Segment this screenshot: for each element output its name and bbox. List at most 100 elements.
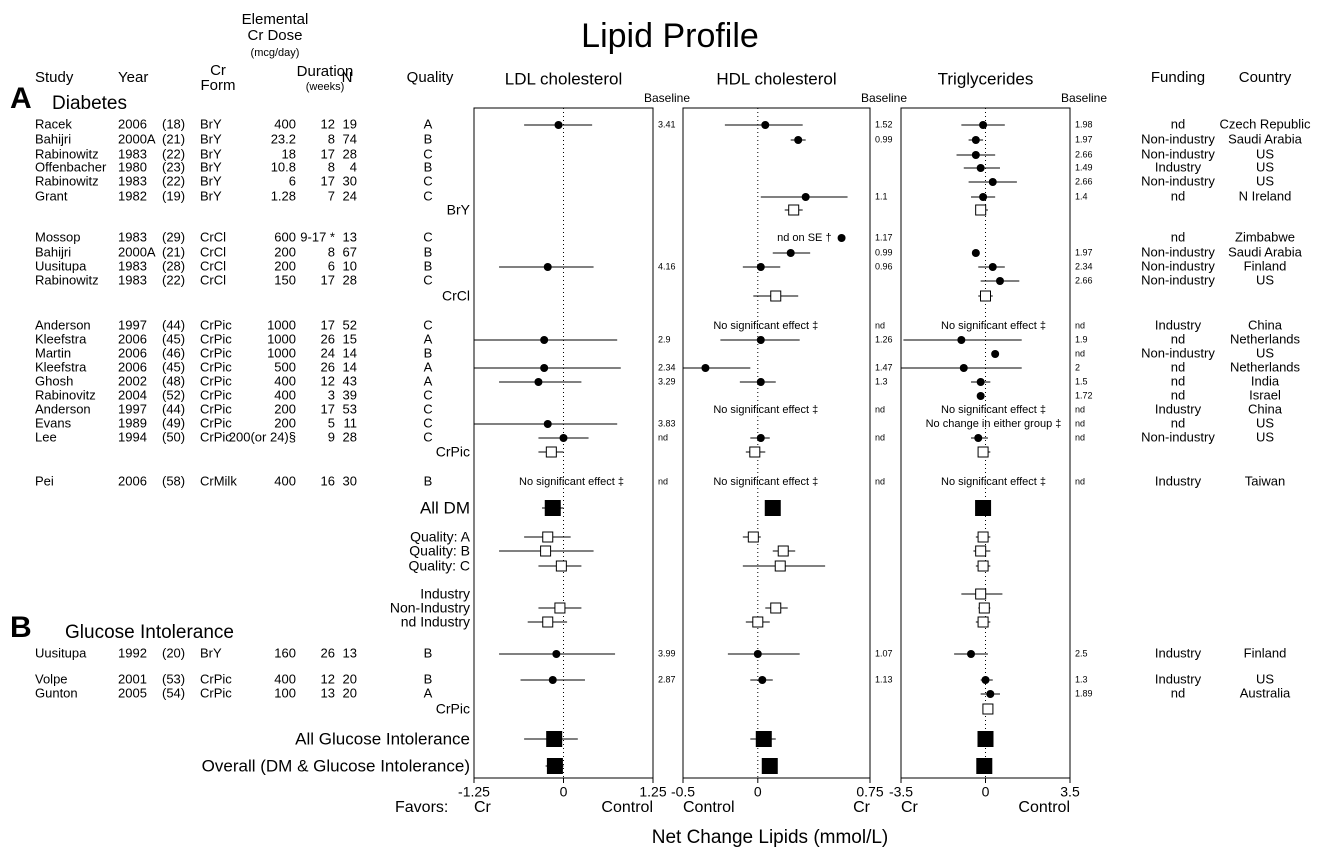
point-estimate <box>552 650 561 658</box>
country: China <box>1248 317 1283 332</box>
table-cell: Kleefstra <box>35 331 87 346</box>
table-cell: (21) <box>162 244 185 259</box>
funding: Non-industry <box>1141 429 1215 444</box>
table-cell: CrPic <box>200 387 232 402</box>
country: Saudi Arabia <box>1228 244 1302 259</box>
favors-left: Control <box>683 799 735 816</box>
country: N Ireland <box>1239 188 1292 203</box>
point-estimate <box>756 434 765 442</box>
header-funding: Funding <box>1151 69 1205 86</box>
summary-estimate <box>977 446 989 458</box>
country: Australia <box>1240 685 1291 700</box>
table-cell: Gunton <box>35 685 78 700</box>
table-cell: 1983 <box>118 258 147 273</box>
table-cell: 160 <box>274 645 296 660</box>
table-cell: C <box>423 387 432 402</box>
table-cell: 13 <box>321 685 335 700</box>
baseline-value: nd <box>658 476 668 486</box>
point-estimate <box>959 364 968 372</box>
table-cell: Anderson <box>35 401 91 416</box>
summary-estimate <box>976 758 993 774</box>
summary-estimate <box>777 545 789 557</box>
table-cell: 10 <box>343 258 357 273</box>
table-cell: CrPic <box>200 415 232 430</box>
point-estimate <box>971 151 980 159</box>
table-cell: B <box>424 258 433 273</box>
table-cell: Volpe <box>35 671 68 686</box>
table-cell: 20 <box>343 685 357 700</box>
baseline-header: Baseline <box>1061 91 1107 105</box>
table-cell: BrY <box>200 645 222 660</box>
baseline-value: 3.83 <box>658 418 676 428</box>
table-cell: 500 <box>274 359 296 374</box>
point-estimate <box>543 420 552 428</box>
table-cell: B <box>424 473 433 488</box>
table-cell: 12 <box>321 373 335 388</box>
table-cell: 14 <box>343 345 357 360</box>
baseline-value: 2.5 <box>1075 648 1088 658</box>
baseline-value: 1.89 <box>1075 688 1093 698</box>
baseline-value: nd <box>1075 320 1085 330</box>
baseline-value: 1.97 <box>1075 134 1093 144</box>
country: Taiwan <box>1245 473 1285 488</box>
table-cell: 1.28 <box>271 188 296 203</box>
point-estimate <box>701 364 710 372</box>
section-letter: A <box>10 82 32 115</box>
effect-note: No significant effect ‡ <box>713 476 818 488</box>
point-estimate <box>559 434 568 442</box>
table-cell: Rabinowitz <box>35 146 99 161</box>
table-cell: 67 <box>343 244 357 259</box>
summary-estimate <box>770 290 782 302</box>
header-duration: Duration <box>297 63 354 80</box>
table-cell: CrPic <box>200 671 232 686</box>
table-cell: Bahijri <box>35 244 71 259</box>
subgroup-label: Non-Industry <box>390 600 470 616</box>
table-cell: 1982 <box>118 188 147 203</box>
table-cell: Martin <box>35 345 71 360</box>
country: US <box>1256 671 1274 686</box>
baseline-value: 1.1 <box>875 191 888 201</box>
table-cell: (18) <box>162 116 185 131</box>
country: Netherlands <box>1230 359 1301 374</box>
summary-estimate <box>749 446 761 458</box>
summary-estimate <box>977 731 994 747</box>
summary-estimate <box>747 531 759 543</box>
baseline-value: nd <box>658 432 668 442</box>
point-estimate <box>543 263 552 271</box>
point-estimate <box>971 249 980 257</box>
table-cell: 3 <box>328 387 335 402</box>
baseline-value: 1.5 <box>1075 376 1088 386</box>
table-cell: Uusitupa <box>35 645 87 660</box>
summary-estimate <box>554 602 566 614</box>
table-cell: 53 <box>343 401 357 416</box>
table-cell: 2005 <box>118 685 147 700</box>
table-cell: Rabinowitz <box>35 272 99 287</box>
table-cell: BrY <box>200 116 222 131</box>
point-estimate <box>756 336 765 344</box>
funding: Non-industry <box>1141 345 1215 360</box>
table-cell: 15 <box>343 331 357 346</box>
country: Finland <box>1244 645 1287 660</box>
header-study: Study <box>35 69 74 86</box>
summary-estimate <box>755 731 772 747</box>
table-cell: 30 <box>343 173 357 188</box>
table-cell: Bahijri <box>35 131 71 146</box>
table-cell: C <box>423 272 432 287</box>
favors-label: Favors: <box>395 799 448 816</box>
subgroup-label: BrY <box>447 202 471 218</box>
point-estimate <box>794 136 803 144</box>
table-cell: 400 <box>274 671 296 686</box>
baseline-value: 1.97 <box>1075 247 1093 257</box>
table-cell: CrPic <box>200 429 232 444</box>
country: China <box>1248 401 1283 416</box>
baseline-value: 2.66 <box>1075 275 1093 285</box>
baseline-value: 3.99 <box>658 648 676 658</box>
baseline-value: 1.47 <box>875 362 893 372</box>
baseline-value: 1.49 <box>1075 162 1093 172</box>
x-tick-label: -1.25 <box>458 784 490 800</box>
funding: nd <box>1171 415 1185 430</box>
summary-estimate <box>761 758 778 774</box>
table-cell: Rabinowitz <box>35 173 99 188</box>
table-cell: BrY <box>200 146 222 161</box>
effect-note: nd on SE † <box>777 232 831 244</box>
